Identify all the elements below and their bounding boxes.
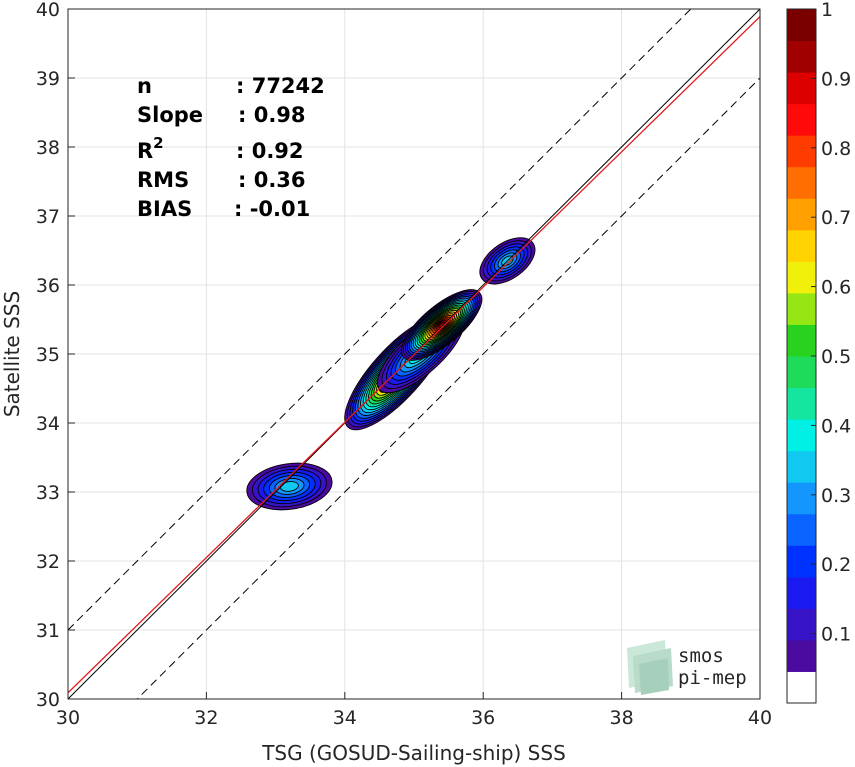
y-tick-label: 38 xyxy=(36,137,60,159)
colorbar-band xyxy=(787,72,816,105)
colorbar-band xyxy=(787,356,816,389)
stat-label: BIAS xyxy=(137,197,192,221)
y-tick-label: 34 xyxy=(36,413,60,435)
stat-value: : 0.98 xyxy=(238,103,306,127)
x-tick-label: 30 xyxy=(56,707,80,729)
y-tick-label: 33 xyxy=(36,482,60,504)
colorbar-band xyxy=(787,198,816,231)
x-tick-label: 38 xyxy=(610,707,634,729)
colorbar-band xyxy=(787,103,816,136)
colorbar-band xyxy=(787,261,816,294)
colorbar-tick-label: 0.2 xyxy=(821,554,851,576)
x-tick-label: 32 xyxy=(194,707,218,729)
colorbar-tick-label: 0.9 xyxy=(821,68,851,90)
y-tick-label: 35 xyxy=(36,344,60,366)
colorbar-band xyxy=(787,292,816,325)
y-axis-ticks: 30 31 32 33 34 35 36 37 38 39 40 xyxy=(36,0,75,711)
logo-mark-icon xyxy=(627,640,673,695)
colorbar-band xyxy=(787,608,816,641)
colorbar-band xyxy=(787,482,816,515)
y-tick-label: 39 xyxy=(36,68,60,90)
colorbar-tick-label: 0.6 xyxy=(821,277,851,299)
y-axis-label: Satellite SSS xyxy=(0,291,24,417)
y-tick-label: 31 xyxy=(36,620,60,642)
x-axis-ticks: 30 32 34 36 38 40 xyxy=(56,692,772,729)
colorbar-band xyxy=(787,671,816,704)
stat-label: RMS xyxy=(137,168,189,192)
colorbar-band xyxy=(787,419,816,452)
y-tick-label: 32 xyxy=(36,551,60,573)
colorbar-band xyxy=(787,9,816,42)
y-tick-label: 37 xyxy=(36,206,60,228)
reference-lines xyxy=(68,9,760,699)
logo-text-line1: smos xyxy=(678,645,724,667)
smos-pi-mep-logo: smos pi-mep xyxy=(627,640,747,695)
y-tick-label: 36 xyxy=(36,275,60,297)
colorbar-tick-label: 0.8 xyxy=(821,138,851,160)
density-blob-0 xyxy=(246,462,333,511)
colorbar-tick-label: 1 xyxy=(821,0,833,21)
colorbar-band xyxy=(787,639,816,672)
colorbar-band xyxy=(787,166,816,199)
reference-line-offset-1 xyxy=(136,77,760,699)
stat-label: n xyxy=(137,74,152,98)
colorbar-band xyxy=(787,513,816,546)
colorbar-tick-label: 0.4 xyxy=(821,415,851,437)
colorbar-band xyxy=(787,40,816,73)
logo-text-line2: pi-mep xyxy=(678,667,747,689)
stat-value: : -0.01 xyxy=(234,197,310,221)
colorbar-tick-label: 0.7 xyxy=(821,207,851,229)
colorbar-tick-label: 0.3 xyxy=(821,485,851,507)
stat-value: : 0.92 xyxy=(236,139,304,163)
y-tick-label: 30 xyxy=(36,689,60,711)
colorbar-band xyxy=(787,450,816,483)
colorbar-band xyxy=(787,576,816,609)
colorbar-tick-label: 0.1 xyxy=(821,624,851,646)
x-tick-label: 40 xyxy=(748,707,772,729)
x-tick-label: 34 xyxy=(333,707,357,729)
stat-value: : 77242 xyxy=(236,74,325,98)
colorbar-tick-label: 0.5 xyxy=(821,346,851,368)
colorbar-band xyxy=(787,387,816,420)
x-axis-label: TSG (GOSUD-Sailing-ship) SSS xyxy=(261,741,566,765)
reference-line-regression xyxy=(68,16,760,694)
colorbar-band xyxy=(787,545,816,578)
x-tick-label: 36 xyxy=(471,707,495,729)
colorbar-band xyxy=(787,324,816,357)
y-tick-label: 40 xyxy=(36,0,60,21)
colorbar-band xyxy=(787,229,816,262)
colorbar-band xyxy=(787,135,816,168)
reference-line-offset+1 xyxy=(68,9,692,631)
stat-value: : 0.36 xyxy=(238,168,306,192)
stat-label: Slope xyxy=(137,103,203,127)
colorbar: 0.1 0.2 0.3 0.4 0.5 0.6 0.7 0.8 0.9 1 xyxy=(786,0,851,704)
